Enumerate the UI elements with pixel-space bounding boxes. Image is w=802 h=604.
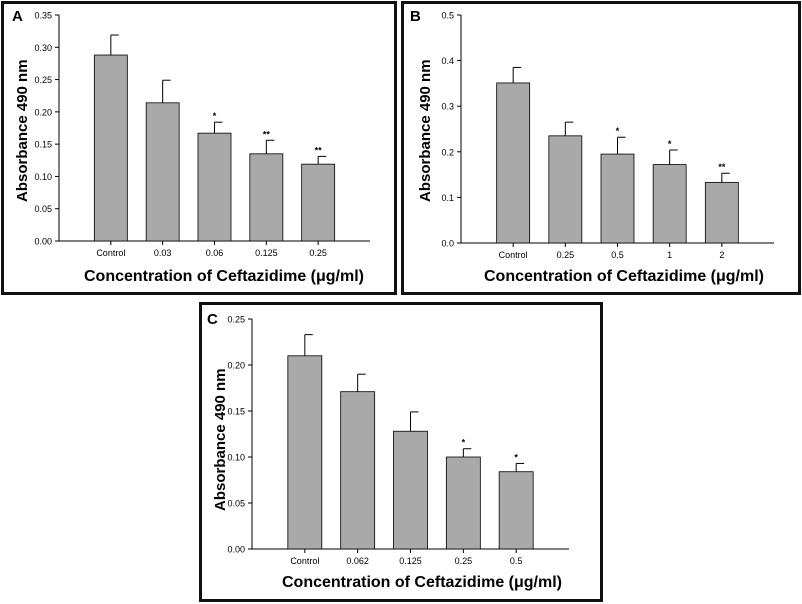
bar-c-3 xyxy=(445,456,481,550)
bar-c-4 xyxy=(498,471,534,550)
bar-c-1 xyxy=(340,391,376,550)
y-tick-label-a: 0.30 xyxy=(34,43,52,53)
bar-chart-a: 0.00 0.05 0.10 0.15 0.20 0.25 0.30 0.35 Control 0… xyxy=(34,11,370,258)
y-tick-label-b: 0.0 xyxy=(441,239,454,249)
y-tick-label-a: 0.25 xyxy=(34,75,52,85)
significance-mark-c-3: * xyxy=(462,438,466,448)
bar-a-3 xyxy=(249,153,284,242)
x-tick-label-a-4: 0.25 xyxy=(309,248,327,258)
x-tick-label-b-4: 2 xyxy=(719,250,724,260)
x-tick-label-a-3: 0.125 xyxy=(255,248,278,258)
x-tick-label-a-2: 0.06 xyxy=(206,248,224,258)
x-tick-label-c-0: Control xyxy=(290,556,319,566)
x-axis-label-c: Concentration of Ceftazidime (μg/ml) xyxy=(281,574,562,591)
bar-a-2 xyxy=(197,132,232,242)
x-tick-label-b-0: Control xyxy=(499,250,528,260)
bar-chart-b: 0.0 0.1 0.2 0.3 0.4 0.5 Control 0.25 0.5 * 1 * 2 ** xyxy=(441,11,774,260)
y-tick-label-b: 0.4 xyxy=(441,56,454,66)
significance-mark-a-2: * xyxy=(213,111,217,121)
chart-panel-b: B 0.0 0.1 0.2 0.3 0.4 0.5 Control 0.25 0.5 * 1 * 2 **… xyxy=(401,1,801,295)
x-tick-label-b-1: 0.25 xyxy=(557,250,575,260)
x-tick-label-b-3: 1 xyxy=(667,250,672,260)
y-tick-label-a: 0.20 xyxy=(34,107,52,117)
y-tick-label-a: 0.05 xyxy=(34,204,52,214)
y-tick-label-c: 0.05 xyxy=(227,499,245,509)
bar-chart-c: 0.00 0.05 0.10 0.15 0.20 0.25 Control 0.062 0.12… xyxy=(227,315,569,566)
panel-label-b: B xyxy=(410,8,421,25)
panel-label-a: A xyxy=(12,8,23,25)
bar-a-0 xyxy=(93,54,128,242)
y-axis-label-b: Absorbance 490 nm xyxy=(417,59,434,202)
x-axis-label-a: Concentration of Ceftazidime (μg/ml) xyxy=(83,268,364,285)
y-tick-label-c: 0.20 xyxy=(227,361,245,371)
x-axis-label-b: Concentration of Ceftazidime (μg/ml) xyxy=(483,268,764,285)
x-tick-label-b-2: 0.5 xyxy=(611,250,624,260)
chart-panel-c: C 0.00 0.05 0.10 0.15 0.20 0.25 Control 0.062 0.… xyxy=(199,302,603,602)
y-tick-label-c: 0.00 xyxy=(227,545,245,555)
bar-b-2 xyxy=(600,153,635,244)
x-tick-label-a-0: Control xyxy=(96,248,125,258)
significance-mark-a-3: ** xyxy=(263,129,271,139)
y-tick-label-a: 0.10 xyxy=(34,172,52,182)
significance-mark-b-4: ** xyxy=(718,162,726,172)
x-tick-label-c-3: 0.25 xyxy=(455,556,473,566)
y-tick-label-b: 0.5 xyxy=(441,11,454,21)
y-axis-label-c: Absorbance 490 nm xyxy=(212,368,229,511)
y-tick-label-a: 0.15 xyxy=(34,140,52,150)
y-tick-label-c: 0.15 xyxy=(227,407,245,417)
y-tick-label-a: 0.35 xyxy=(34,11,52,21)
bar-c-0 xyxy=(287,355,323,550)
x-tick-label-c-2: 0.125 xyxy=(399,556,422,566)
x-tick-label-c-4: 0.5 xyxy=(510,556,523,566)
y-tick-label-a: 0.00 xyxy=(34,237,52,247)
bar-b-3 xyxy=(652,164,687,244)
bar-c-2 xyxy=(393,430,428,550)
bar-a-1 xyxy=(145,102,180,242)
bar-b-4 xyxy=(704,181,739,244)
significance-mark-b-3: * xyxy=(668,139,672,149)
significance-mark-b-2: * xyxy=(616,126,620,136)
chart-panel-a: A 0.00 0.05 0.10 0.15 0.20 0.25 0.30 0.35 Contro… xyxy=(1,1,397,295)
panel-label-c: C xyxy=(207,311,218,328)
bar-b-1 xyxy=(548,135,583,244)
y-tick-label-c: 0.25 xyxy=(227,315,245,325)
x-tick-label-c-1: 0.062 xyxy=(346,556,369,566)
significance-mark-c-4: * xyxy=(514,452,518,462)
bar-b-0 xyxy=(496,82,531,244)
y-tick-label-c: 0.10 xyxy=(227,453,245,463)
x-tick-label-a-1: 0.03 xyxy=(154,248,172,258)
y-tick-label-b: 0.3 xyxy=(441,102,454,112)
y-axis-label-a: Absorbance 490 nm xyxy=(14,59,31,202)
y-tick-label-b: 0.1 xyxy=(441,193,454,203)
bar-a-4 xyxy=(301,163,336,242)
significance-mark-a-4: ** xyxy=(315,145,323,155)
y-tick-label-b: 0.2 xyxy=(441,147,454,157)
